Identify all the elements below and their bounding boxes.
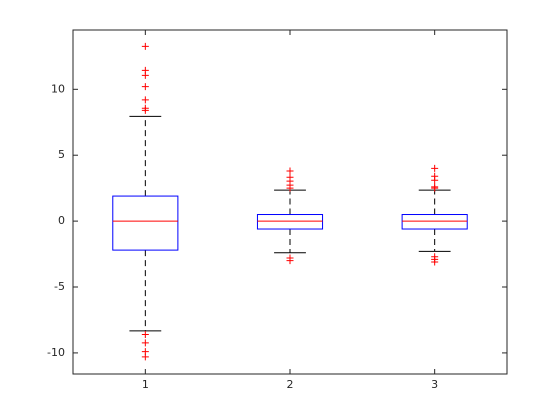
outlier — [431, 184, 439, 192]
outlier — [141, 71, 149, 79]
outlier — [141, 330, 149, 338]
x-tick-label: 3 — [431, 378, 438, 391]
outlier — [141, 353, 149, 361]
outlier — [286, 257, 294, 265]
y-tick-label: -5 — [54, 280, 65, 293]
outlier — [141, 96, 149, 104]
box — [256, 214, 324, 230]
box — [112, 195, 179, 251]
outlier — [141, 83, 149, 91]
y-tick-label: -10 — [47, 346, 65, 359]
outlier — [141, 106, 149, 114]
y-tick-label: 0 — [58, 214, 65, 227]
box — [401, 214, 468, 230]
x-tick-label: 1 — [142, 378, 149, 391]
y-tick-label: 5 — [58, 148, 65, 161]
outlier — [431, 176, 439, 184]
outlier — [431, 164, 439, 172]
outlier — [431, 258, 439, 266]
outlier — [286, 167, 294, 175]
x-tick-label: 2 — [287, 378, 294, 391]
outlier — [141, 339, 149, 347]
y-tick-label: 10 — [51, 82, 65, 95]
outlier — [141, 42, 149, 50]
outlier — [286, 184, 294, 192]
